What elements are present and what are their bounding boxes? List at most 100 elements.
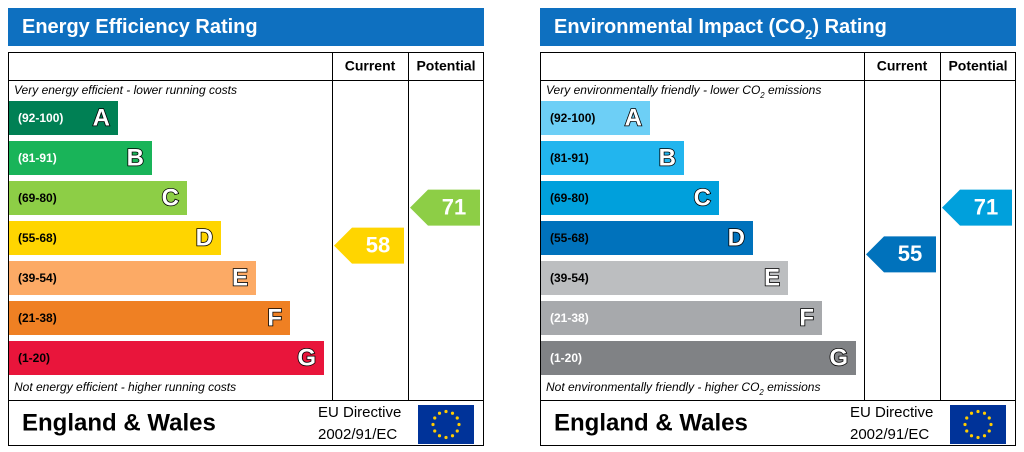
eu-star [431,422,435,427]
rating-band [541,341,856,375]
eu-star [450,434,455,438]
footer-region: England & Wales [22,409,216,436]
rating-band [541,141,684,175]
band-letter: C [162,184,179,211]
footer-directive: EU Directive [318,404,401,421]
eu-star [444,435,448,440]
panel-title-part: 2 [805,27,812,42]
rating-arrow [942,189,1012,226]
band-range: (81-91) [18,151,57,165]
band-range: (55-68) [550,231,589,245]
top-note-part: Very environmentally friendly - lower CO [546,83,760,97]
eu-star [987,416,991,420]
eu-star [455,416,459,420]
eu-star [965,416,969,420]
rating-value: 71 [442,194,466,219]
panel-title: Energy Efficiency Rating [22,16,258,38]
band-range: (92-100) [550,111,595,125]
band-letter: E [764,264,780,291]
title-bar [540,8,1016,46]
title-bar [8,8,484,46]
band-range: (92-100) [18,111,63,125]
bottom-note-part: Not environmentally friendly - higher CO [546,380,759,394]
eu-star [976,435,980,440]
band-range: (1-20) [18,351,50,365]
band-letter: A [625,104,642,131]
eu-star [969,434,974,438]
rating-value: 58 [366,232,390,257]
eu-star [450,411,455,415]
band-range: (69-80) [18,191,57,205]
rating-band [9,101,118,135]
eu-star [982,434,987,438]
band-letter: F [267,304,282,331]
footer-region: England & Wales [554,409,748,436]
footer-directive: 2002/91/EC [850,426,929,443]
rating-value: 71 [974,194,998,219]
band-letter: G [297,344,316,371]
band-range: (81-91) [550,151,589,165]
rating-band [9,221,221,255]
bottom-note: Not environmentally friendly - higher CO… [546,380,820,396]
rating-band [541,301,822,335]
rating-band [9,141,152,175]
rating-band [541,261,788,295]
rating-band [541,101,650,135]
column-header: Current [877,58,928,74]
rating-panel: Environmental Impact (CO2) RatingCurrent… [540,8,1016,446]
top-note-part: Very energy efficient - lower running co… [14,83,237,97]
band-letter: E [232,264,248,291]
eu-star [433,429,437,433]
eu-star [455,429,459,433]
band-range: (39-54) [18,271,57,285]
top-note: Very environmentally friendly - lower CO… [546,83,821,99]
band-letter: A [93,104,110,131]
bottom-note-part: emissions [764,380,821,394]
rating-band [9,261,256,295]
bottom-note: Not energy efficient - higher running co… [14,380,236,394]
rating-band [9,181,187,215]
eu-star [963,422,967,427]
frame [540,52,1016,446]
eu-star [437,434,442,438]
band-range: (39-54) [550,271,589,285]
rating-band [9,341,324,375]
panel-title-part: ) Rating [812,16,886,38]
band-letter: B [659,144,676,171]
eu-star [987,429,991,433]
column-header: Current [345,58,396,74]
panel-title-part: Environmental Impact (CO [554,16,805,38]
eu-star [965,429,969,433]
eu-star [433,416,437,420]
rating-panel: Energy Efficiency Rating Current Potential… [8,8,484,446]
eu-star [457,422,461,427]
eu-star [969,411,974,415]
top-note-part: emissions [765,83,822,97]
column-header: Potential [416,58,475,74]
frame [8,52,484,446]
rating-arrow [866,236,936,273]
band-letter: D [196,224,213,251]
rating-arrow [410,189,480,226]
footer-directive: 2002/91/EC [318,426,397,443]
band-range: (55-68) [18,231,57,245]
band-letter: D [728,224,745,251]
rating-band [9,301,290,335]
footer-directive: EU Directive [850,404,933,421]
band-letter: B [127,144,144,171]
rating-arrow [334,227,404,264]
top-note: Very energy efficient - lower running co… [14,83,237,97]
bottom-note-part: 2 [758,388,764,397]
eu-star [444,409,448,414]
panel-title-part: Energy Efficiency Rating [22,16,258,38]
band-range: (21-38) [550,311,589,325]
rating-band [541,181,719,215]
band-range: (1-20) [550,351,582,365]
eu-star [989,422,993,427]
top-note-part: 2 [759,91,765,100]
panel-title: Environmental Impact (CO2) Rating [554,16,887,42]
band-range: (21-38) [18,311,57,325]
column-header: Potential [948,58,1007,74]
band-letter: C [694,184,711,211]
